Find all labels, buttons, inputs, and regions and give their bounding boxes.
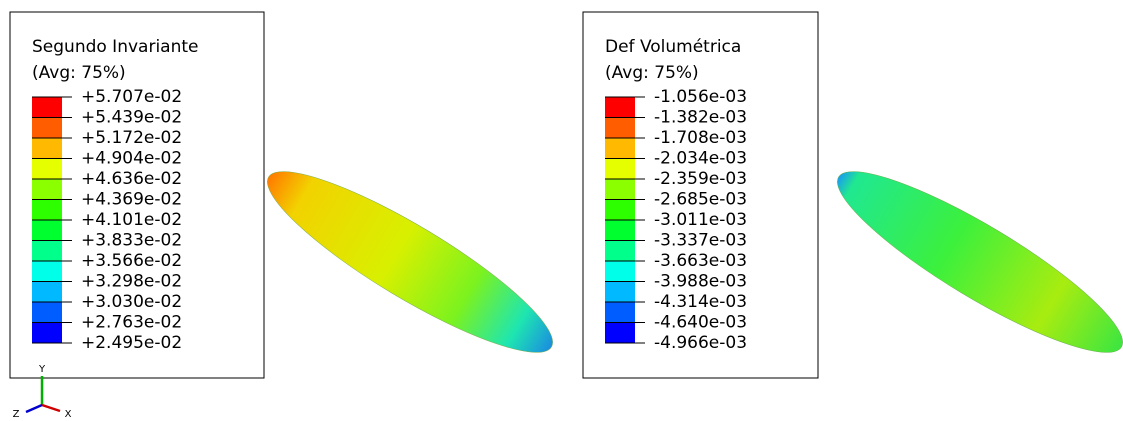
- color-band: [32, 302, 62, 323]
- color-band: [32, 200, 62, 221]
- triad-axis: [26, 405, 42, 412]
- legend-level: -2.359e-03: [654, 169, 747, 189]
- deformed-body: [820, 146, 1123, 378]
- triad-label: Z: [13, 409, 20, 420]
- legend-level: +4.101e-02: [81, 210, 182, 230]
- legend-level: +3.833e-02: [81, 231, 182, 251]
- legend-level: +4.369e-02: [81, 190, 182, 210]
- legend-level: -4.966e-03: [654, 333, 747, 353]
- legend-level: +5.707e-02: [81, 87, 182, 107]
- legend-level: -2.685e-03: [654, 190, 747, 210]
- color-band: [32, 241, 62, 262]
- legend-level: +5.172e-02: [81, 128, 182, 148]
- color-band: [32, 220, 62, 241]
- color-band: [605, 200, 635, 221]
- color-band: [605, 159, 635, 180]
- legend-level: +2.763e-02: [81, 313, 182, 333]
- color-band: [605, 138, 635, 159]
- legend-subtitle: (Avg: 75%): [32, 63, 126, 83]
- panels: Segundo Invariante(Avg: 75%)+5.707e-02+5…: [10, 12, 818, 378]
- legend-level: +2.495e-02: [81, 333, 182, 353]
- legend-level: -1.382e-03: [654, 108, 747, 128]
- legend-title: Def Volumétrica: [605, 37, 741, 57]
- legend-level: +3.298e-02: [81, 272, 182, 292]
- legend-level: -3.337e-03: [654, 231, 747, 251]
- color-band: [32, 179, 62, 200]
- color-band: [32, 97, 62, 118]
- legend-level: -1.056e-03: [654, 87, 747, 107]
- legend-level: -4.314e-03: [654, 292, 747, 312]
- color-band: [605, 220, 635, 241]
- color-band: [605, 241, 635, 262]
- triad-axis: [42, 405, 60, 411]
- color-band: [32, 118, 62, 139]
- legend-level: -3.011e-03: [654, 210, 747, 230]
- legend: Segundo Invariante(Avg: 75%)+5.707e-02+5…: [10, 12, 264, 378]
- color-band: [605, 118, 635, 139]
- color-band: [32, 282, 62, 303]
- legend-title: Segundo Invariante: [32, 37, 198, 57]
- legend-level: +3.566e-02: [81, 251, 182, 271]
- legend: Def Volumétrica (Avg: 75%) -1.056e-03-1.38…: [583, 12, 818, 378]
- color-band: [605, 323, 635, 344]
- legend-level: -3.988e-03: [654, 272, 747, 292]
- color-band: [32, 138, 62, 159]
- legend-level: -4.640e-03: [654, 313, 747, 333]
- legend-level: -1.708e-03: [654, 128, 747, 148]
- color-band: [605, 97, 635, 118]
- model-view: [820, 146, 1123, 378]
- triad-label: X: [65, 409, 72, 420]
- color-band: [605, 282, 635, 303]
- color-band: [32, 323, 62, 344]
- model-view: [250, 146, 570, 378]
- legend-level: -2.034e-03: [654, 149, 747, 169]
- triad-label: Y: [38, 364, 46, 375]
- color-band: [605, 302, 635, 323]
- legend-level: +5.439e-02: [81, 108, 182, 128]
- color-band: [32, 261, 62, 282]
- legend-level: +3.030e-02: [81, 292, 182, 312]
- deformed-body: [250, 146, 570, 378]
- legend-level: +4.636e-02: [81, 169, 182, 189]
- legend-level: -3.663e-03: [654, 251, 747, 271]
- color-band: [32, 159, 62, 180]
- color-band: [605, 179, 635, 200]
- viewport: Segundo Invariante(Avg: 75%)+5.707e-02+5…: [0, 0, 1123, 421]
- color-band: [605, 261, 635, 282]
- legend-subtitle: (Avg: 75%): [605, 63, 699, 83]
- legend-level: +4.904e-02: [81, 149, 182, 169]
